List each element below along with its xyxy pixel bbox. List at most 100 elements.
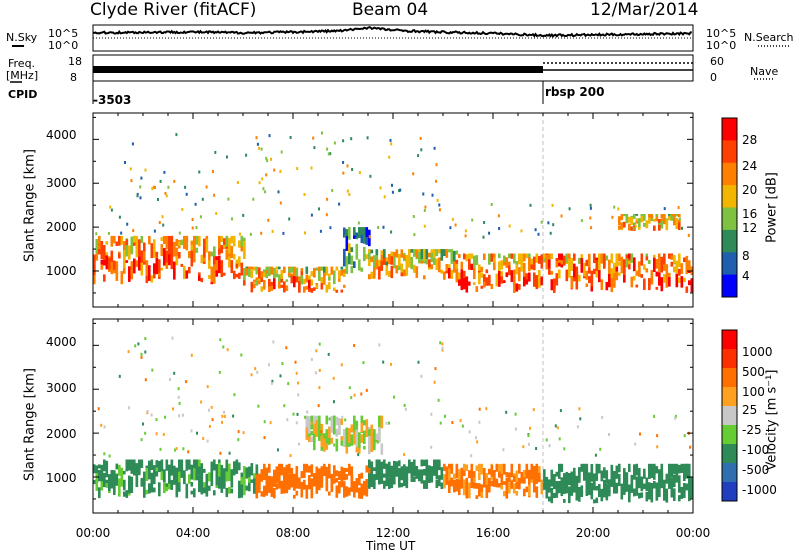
velocity-colorbar [721, 329, 738, 502]
velocity-cell [150, 472, 154, 485]
power-cell [618, 253, 621, 262]
velocity-cell [595, 486, 599, 491]
velocity-cell [370, 461, 374, 468]
velocity-cell [343, 467, 346, 481]
velocity-echo [285, 346, 288, 350]
power-echo [435, 163, 438, 167]
power-cell [413, 264, 416, 273]
power-cell [528, 253, 531, 261]
power-cell [168, 235, 171, 246]
power-cell [403, 269, 406, 277]
power-cell [518, 284, 521, 290]
velocity-echo [459, 419, 462, 423]
power-cell [240, 262, 244, 276]
velocity-cb-tick-25: 25 [742, 403, 758, 417]
velocity-cell [323, 465, 326, 473]
power-echo [268, 134, 271, 138]
velocity-echo [393, 395, 396, 399]
velocity-cell [490, 465, 494, 477]
velocity-echo [277, 448, 279, 452]
power-cell [525, 274, 529, 280]
velocity-echo [292, 412, 295, 416]
power-cell [375, 257, 379, 270]
power-cell [265, 267, 269, 271]
velocity-cell [553, 474, 556, 480]
velocity-echo [187, 450, 190, 454]
velocity-cell [410, 469, 414, 479]
power-cell [185, 235, 189, 251]
velocity-cell [508, 476, 511, 480]
velocity-cell [398, 473, 401, 488]
power-cell [413, 249, 416, 257]
velocity-echo [140, 438, 143, 442]
velocity-cell [638, 468, 641, 480]
power-cell [415, 266, 419, 278]
power-cell [543, 256, 546, 262]
power-cell [458, 279, 461, 286]
power-echo [265, 156, 268, 160]
velocity-cell [283, 476, 286, 494]
power-cell [273, 278, 276, 290]
power-cell [103, 274, 106, 282]
power-echo [152, 185, 155, 189]
velocity-cell [355, 488, 359, 493]
velocity-echo [528, 442, 530, 446]
power-cell [568, 256, 571, 270]
power-cell [125, 239, 129, 246]
velocity-cell [243, 481, 246, 496]
velocity-cell [385, 472, 389, 487]
velocity-echo [206, 385, 209, 389]
velocity-cell [390, 465, 394, 473]
velocity-cell [130, 476, 134, 493]
velocity-cell [440, 467, 444, 477]
power-echo [346, 164, 349, 168]
velocity-cell [505, 472, 509, 478]
velocity-cell [438, 475, 441, 487]
power-cell [505, 257, 509, 264]
power-cell [408, 254, 411, 268]
power-cell [250, 281, 254, 293]
power-echo [398, 189, 401, 193]
velocity-colorbar-swatch [722, 425, 737, 445]
velocity-echo [475, 436, 477, 440]
velocity-echo [527, 434, 530, 438]
power-cell [648, 283, 651, 289]
velocity-cell [335, 477, 339, 483]
power-cell [155, 257, 159, 275]
velocity-echo [559, 409, 562, 413]
velocity-cell [493, 470, 496, 487]
velocity-cell [213, 490, 216, 496]
power-cell [380, 255, 384, 265]
power-cell [233, 254, 236, 260]
velocity-echo [271, 379, 274, 383]
power-cell [598, 270, 601, 283]
power-echo [613, 205, 616, 209]
power-echo [508, 224, 511, 228]
velocity-echo [548, 444, 551, 448]
velocity-cb-tick-100: 100 [742, 385, 765, 399]
power-cell [295, 268, 299, 277]
velocity-cell [163, 469, 166, 482]
power-cell [223, 272, 226, 276]
power-cell [330, 267, 334, 274]
velocity-echo [430, 445, 433, 449]
power-cell [470, 263, 474, 270]
velocity-cell [368, 459, 371, 468]
power-cell [388, 254, 391, 265]
velocity-cell [365, 479, 369, 492]
power-cell [280, 284, 284, 288]
velocity-cell [355, 446, 359, 453]
power-cell [655, 271, 659, 277]
power-echo [348, 193, 351, 196]
power-cell [595, 266, 599, 278]
power-cell [620, 266, 624, 274]
velocity-cell [575, 482, 579, 501]
velocity-cell [645, 492, 649, 502]
power-cell [363, 246, 366, 262]
velocity-cell [258, 476, 261, 486]
power-cell [158, 259, 161, 278]
power-cell [213, 248, 216, 267]
power-cell [665, 224, 669, 231]
power-cell [430, 250, 434, 263]
